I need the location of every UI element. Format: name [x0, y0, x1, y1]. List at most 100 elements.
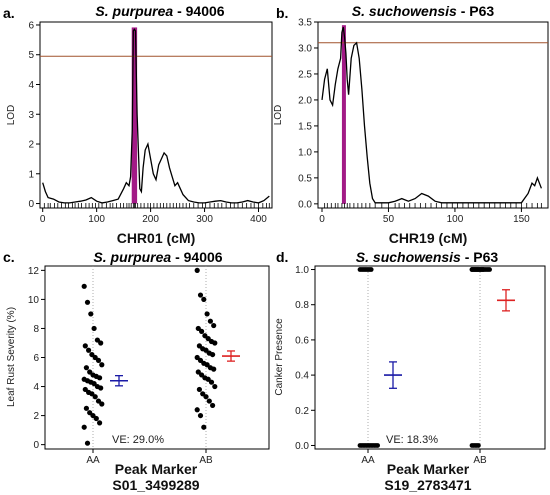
data-point [203, 394, 209, 400]
panel-a-xlabel: CHR01 (cM) [117, 230, 196, 246]
data-point [92, 394, 98, 400]
panel-a-ylabel: LOD [6, 105, 17, 126]
peak-interval-band [341, 25, 346, 204]
x-tick-label: 50 [383, 214, 395, 225]
y-tick-label: 1.5 [298, 121, 312, 132]
panel-d-xlabel-marker: S19_2783471 [384, 477, 471, 493]
y-tick-label: 1.0 [298, 147, 312, 158]
lod-series-line [321, 27, 543, 204]
panel-c-letter: c. [3, 249, 15, 265]
data-point [375, 443, 380, 448]
panel-a-plot-frame [39, 21, 273, 209]
x-tick-label: 400 [250, 214, 267, 225]
x-tick-label: 300 [196, 214, 213, 225]
y-tick-label: 6 [33, 353, 39, 364]
x-tick-label: AB [473, 455, 487, 466]
y-tick-label: 0.8 [295, 300, 309, 311]
data-point [86, 347, 92, 353]
peak-interval-band [131, 27, 138, 204]
data-point [212, 383, 218, 390]
x-tick-label: AB [199, 455, 213, 466]
data-point [197, 292, 204, 298]
data-point [99, 362, 105, 368]
panel-c-plot-frame [44, 265, 270, 450]
panel-a-title-id: - 94006 [173, 3, 225, 19]
panel-c-ve-label: VE: 29.0% [112, 434, 164, 446]
panel-b-title-species: S. suchowensis [352, 3, 457, 19]
panel-b-ylabel: LOD [273, 105, 284, 126]
panel-c-title-id: - 94006 [171, 249, 223, 265]
y-tick-label: 8 [33, 324, 39, 335]
data-point [91, 325, 97, 332]
x-tick-label: AA [361, 455, 375, 466]
data-point [97, 420, 103, 426]
panel-b-title: S. suchowensis - P63 [352, 3, 495, 19]
data-point [197, 412, 204, 419]
y-tick-label: 5 [28, 50, 34, 61]
data-point [82, 343, 88, 349]
panel-b-title-id: - P63 [457, 3, 495, 19]
panel-c-ylabel: Leaf Rust Severity (%) [6, 307, 17, 407]
data-point [81, 283, 87, 289]
data-point [199, 328, 205, 334]
x-tick-label: 100 [447, 214, 464, 225]
y-tick-label: 12 [28, 266, 40, 277]
y-tick-label: 6 [28, 20, 34, 31]
data-point [196, 386, 202, 393]
panel-d-title-species: S. suchowensis [356, 249, 461, 265]
panel-a-title-species: S. purpurea [95, 3, 173, 19]
data-point [201, 296, 207, 303]
data-point [95, 357, 102, 364]
y-tick-label: 3 [28, 110, 34, 121]
y-tick-label: 4 [28, 80, 34, 91]
panel-d-title-id: - P63 [461, 249, 499, 265]
data-point [194, 267, 200, 273]
y-tick-label: 0 [33, 440, 39, 451]
y-tick-label: 2 [33, 411, 39, 422]
data-point [84, 440, 91, 446]
panel-d-title: S. suchowensis - P63 [356, 249, 499, 265]
data-point [480, 267, 486, 272]
data-point [83, 405, 89, 411]
data-point [211, 366, 217, 372]
y-tick-label: 3.5 [298, 18, 312, 29]
y-tick-label: 3.0 [298, 43, 312, 54]
panel-a: a. S. purpurea - 94006 LOD CHR01 (cM) 0 1… [3, 3, 273, 246]
x-tick-label: 100 [88, 214, 105, 225]
data-point [88, 311, 94, 317]
x-tick-label: AA [86, 455, 100, 466]
panel-d: d. S. suchowensis - P63 Canker Presence … [274, 249, 546, 493]
y-tick-label: 0.6 [295, 335, 309, 346]
data-point [476, 443, 481, 448]
data-point [201, 424, 207, 430]
y-tick-label: 0.5 [298, 173, 312, 184]
y-tick-label: 1.0 [295, 265, 309, 276]
panel-c: c. S. purpurea - 94006 Leaf Rust Severit… [3, 249, 270, 493]
data-point [212, 340, 218, 346]
data-point [206, 398, 212, 404]
data-point [194, 407, 200, 413]
y-tick-label: 2 [28, 140, 34, 151]
data-point [83, 365, 89, 371]
y-tick-label: 2.0 [298, 95, 312, 106]
y-tick-label: 2.5 [298, 69, 312, 80]
panel-b-letter: b. [276, 5, 288, 21]
panel-c-xlabel: Peak Marker [115, 461, 198, 477]
data-point [81, 424, 87, 430]
data-point [210, 351, 216, 358]
data-point [207, 318, 213, 324]
y-tick-label: 0.4 [295, 371, 309, 382]
x-tick-label: 200 [142, 214, 159, 225]
data-point [211, 322, 217, 329]
lod-series-line [42, 28, 270, 204]
panel-d-ylabel: Canker Presence [274, 318, 285, 396]
y-tick-label: 4 [33, 382, 39, 393]
data-point [98, 385, 104, 391]
data-point [487, 267, 492, 272]
panel-b: b. S. suchowensis - P63 LOD CHR19 (cM) 0… [273, 3, 549, 246]
data-point [84, 299, 91, 305]
panel-d-plot-frame [314, 265, 546, 450]
y-tick-label: 0 [28, 199, 34, 210]
panel-c-xlabel-marker: S01_3499289 [112, 477, 199, 493]
